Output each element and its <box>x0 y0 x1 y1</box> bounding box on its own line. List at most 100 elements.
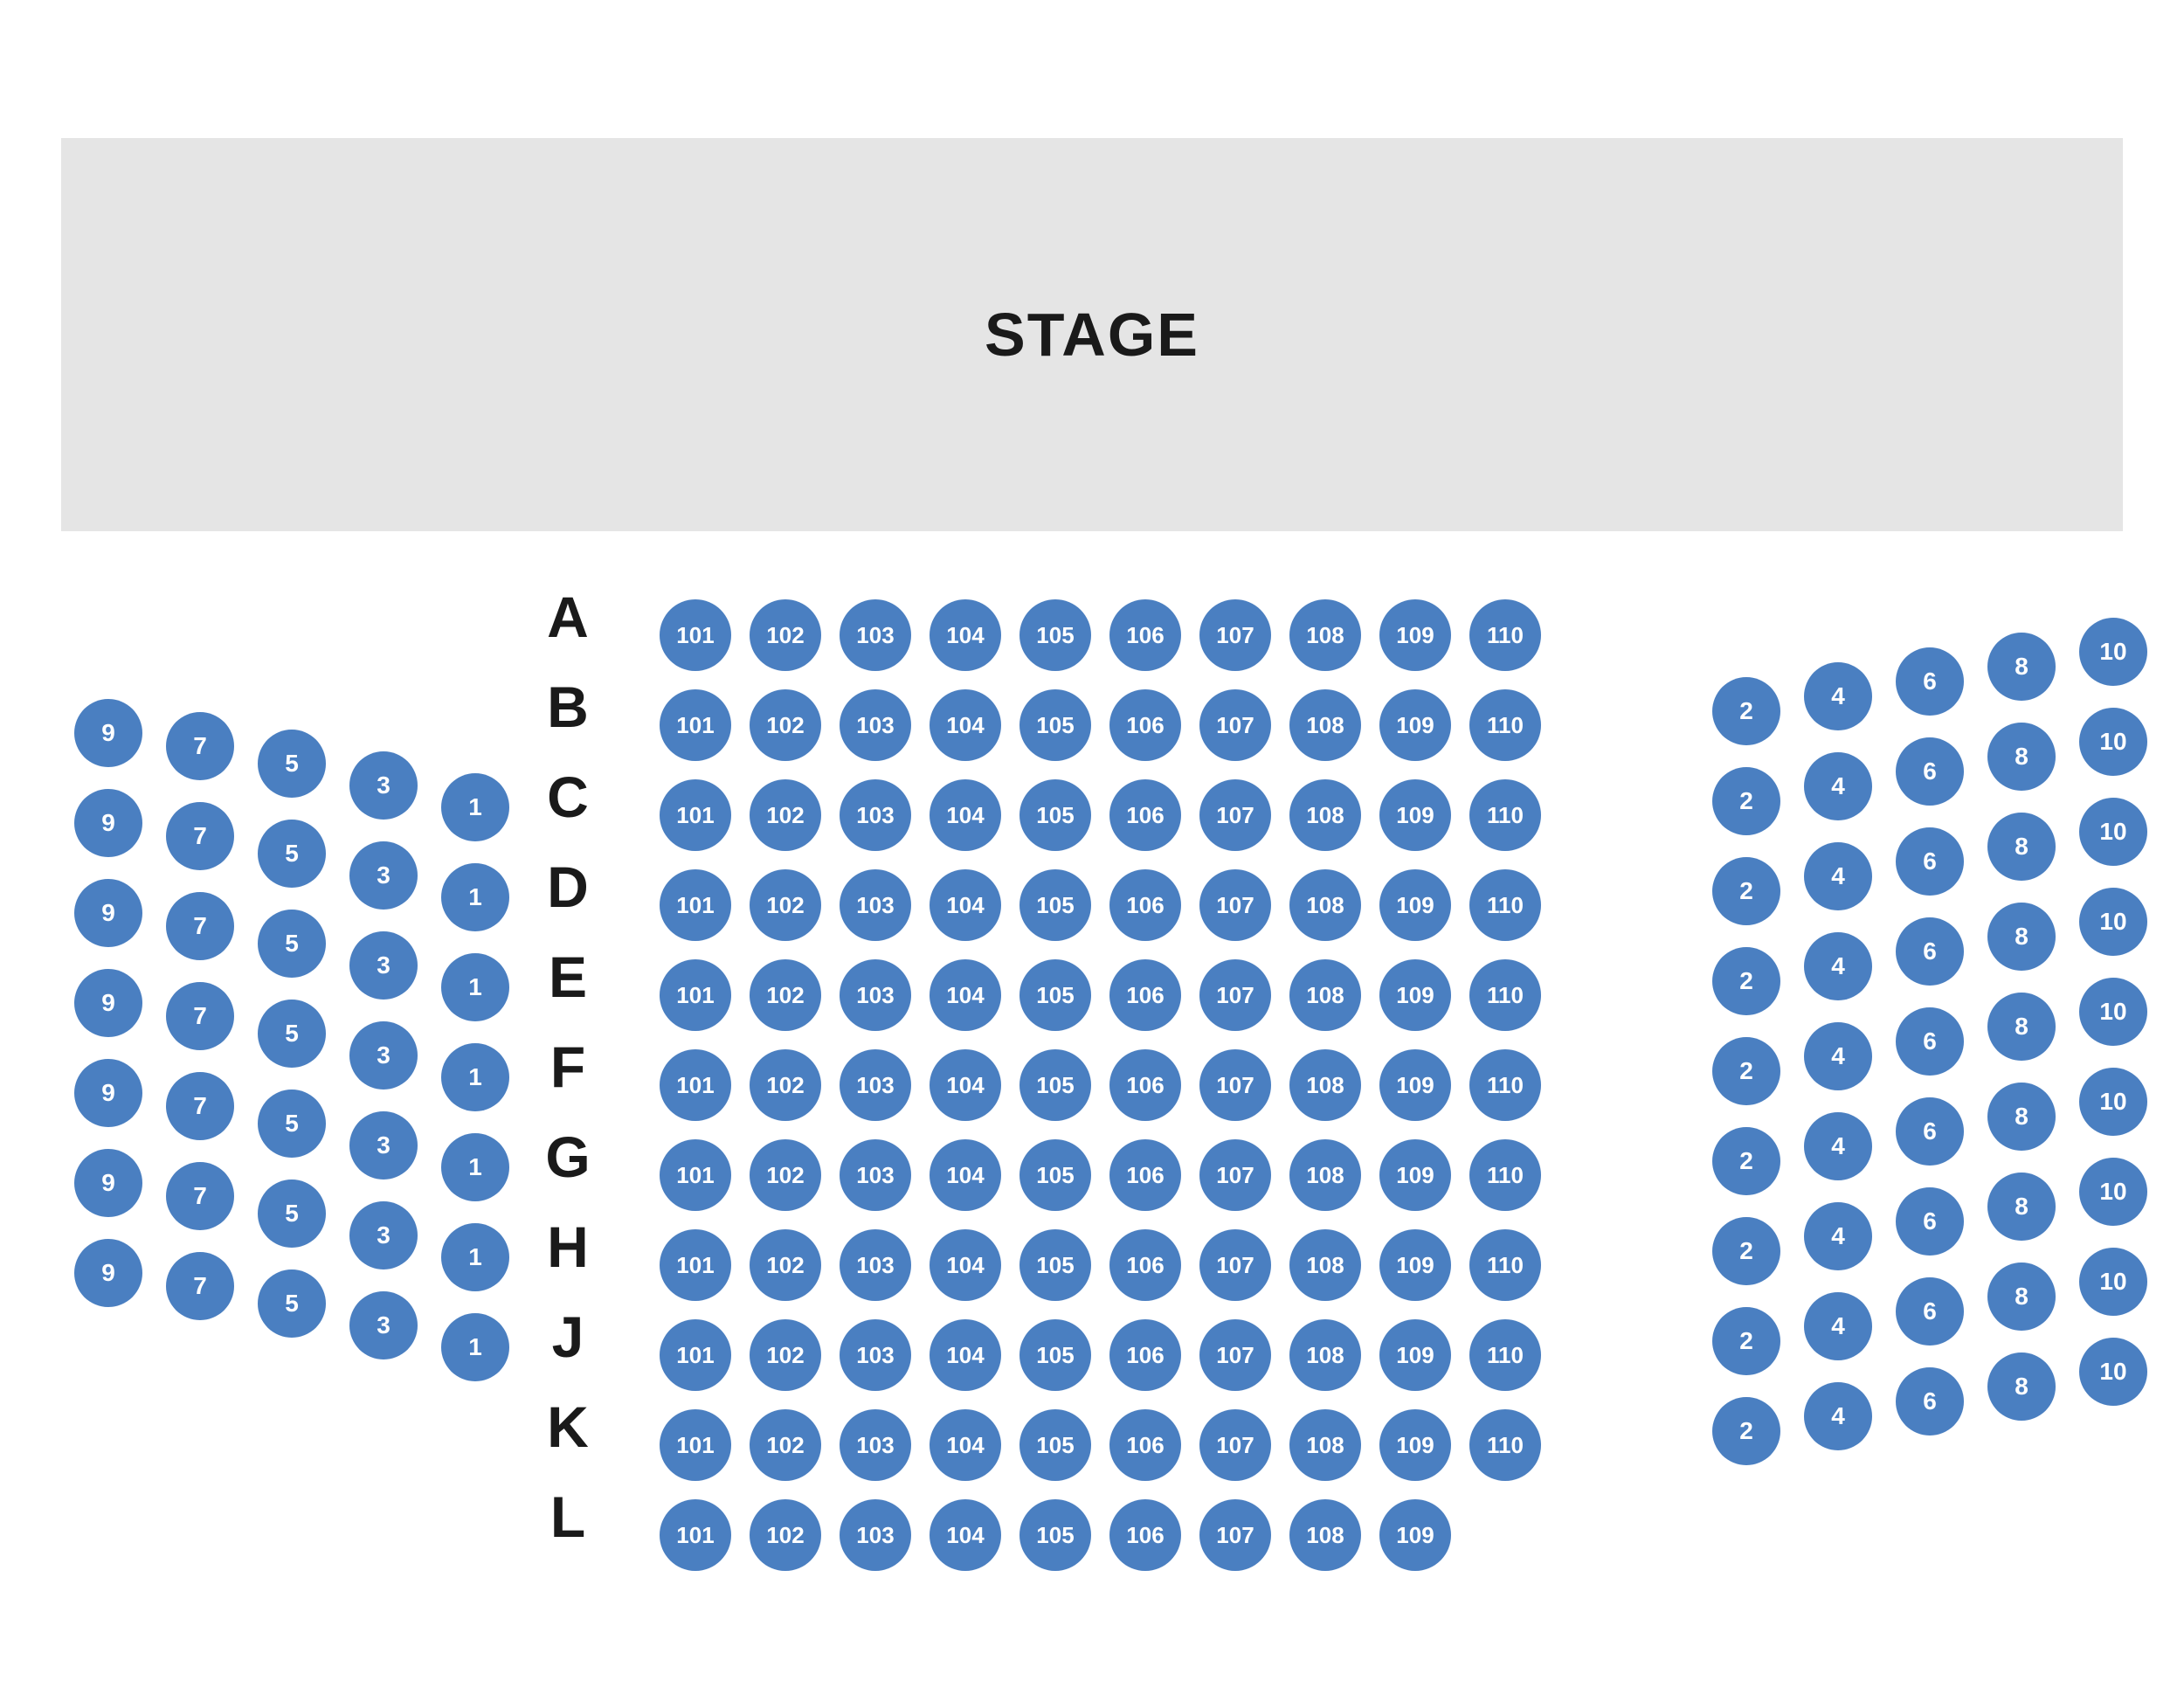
seat-center-F-107[interactable]: 107 <box>1199 1049 1271 1121</box>
seat-center-K-102[interactable]: 102 <box>750 1409 821 1481</box>
seat-center-K-101[interactable]: 101 <box>660 1409 731 1481</box>
seat-center-H-105[interactable]: 105 <box>1019 1229 1091 1301</box>
seat-left-5-2[interactable]: 5 <box>258 820 326 888</box>
seat-left-9-6[interactable]: 9 <box>74 1149 142 1217</box>
seat-left-1-1[interactable]: 1 <box>441 773 509 841</box>
seat-right-8-8[interactable]: 8 <box>1987 1263 2056 1331</box>
seat-center-E-110[interactable]: 110 <box>1469 959 1541 1031</box>
seat-center-E-101[interactable]: 101 <box>660 959 731 1031</box>
seat-center-J-110[interactable]: 110 <box>1469 1319 1541 1391</box>
seat-right-10-8[interactable]: 10 <box>2079 1248 2147 1316</box>
seat-left-3-7[interactable]: 3 <box>349 1291 418 1359</box>
seat-center-H-108[interactable]: 108 <box>1289 1229 1361 1301</box>
seat-center-K-107[interactable]: 107 <box>1199 1409 1271 1481</box>
seat-center-A-102[interactable]: 102 <box>750 599 821 671</box>
seat-center-B-110[interactable]: 110 <box>1469 689 1541 761</box>
seat-left-7-5[interactable]: 7 <box>166 1072 234 1140</box>
seat-left-7-3[interactable]: 7 <box>166 892 234 960</box>
seat-center-C-105[interactable]: 105 <box>1019 779 1091 851</box>
seat-right-8-9[interactable]: 8 <box>1987 1352 2056 1421</box>
seat-center-G-104[interactable]: 104 <box>930 1139 1001 1211</box>
seat-left-7-6[interactable]: 7 <box>166 1162 234 1230</box>
seat-right-10-1[interactable]: 10 <box>2079 618 2147 686</box>
seat-center-H-106[interactable]: 106 <box>1109 1229 1181 1301</box>
seat-right-2-7[interactable]: 2 <box>1712 1217 1780 1285</box>
seat-right-10-5[interactable]: 10 <box>2079 978 2147 1046</box>
seat-center-D-108[interactable]: 108 <box>1289 869 1361 941</box>
seat-center-C-108[interactable]: 108 <box>1289 779 1361 851</box>
seat-center-G-109[interactable]: 109 <box>1379 1139 1451 1211</box>
seat-center-E-108[interactable]: 108 <box>1289 959 1361 1031</box>
seat-left-5-6[interactable]: 5 <box>258 1180 326 1248</box>
seat-center-B-107[interactable]: 107 <box>1199 689 1271 761</box>
seat-center-J-103[interactable]: 103 <box>840 1319 911 1391</box>
seat-center-L-102[interactable]: 102 <box>750 1499 821 1571</box>
seat-center-C-109[interactable]: 109 <box>1379 779 1451 851</box>
seat-center-C-101[interactable]: 101 <box>660 779 731 851</box>
seat-center-J-104[interactable]: 104 <box>930 1319 1001 1391</box>
seat-center-H-101[interactable]: 101 <box>660 1229 731 1301</box>
seat-center-F-105[interactable]: 105 <box>1019 1049 1091 1121</box>
seat-right-10-7[interactable]: 10 <box>2079 1158 2147 1226</box>
seat-center-D-101[interactable]: 101 <box>660 869 731 941</box>
seat-left-9-7[interactable]: 9 <box>74 1239 142 1307</box>
seat-center-F-103[interactable]: 103 <box>840 1049 911 1121</box>
seat-left-3-6[interactable]: 3 <box>349 1201 418 1269</box>
seat-center-L-101[interactable]: 101 <box>660 1499 731 1571</box>
seat-center-K-103[interactable]: 103 <box>840 1409 911 1481</box>
seat-right-10-6[interactable]: 10 <box>2079 1068 2147 1136</box>
seat-center-A-109[interactable]: 109 <box>1379 599 1451 671</box>
seat-center-B-109[interactable]: 109 <box>1379 689 1451 761</box>
seat-center-J-102[interactable]: 102 <box>750 1319 821 1391</box>
seat-center-F-102[interactable]: 102 <box>750 1049 821 1121</box>
seat-left-5-1[interactable]: 5 <box>258 730 326 798</box>
seat-right-2-2[interactable]: 2 <box>1712 767 1780 835</box>
seat-center-D-106[interactable]: 106 <box>1109 869 1181 941</box>
seat-center-L-106[interactable]: 106 <box>1109 1499 1181 1571</box>
seat-right-4-6[interactable]: 4 <box>1804 1112 1872 1180</box>
seat-right-4-5[interactable]: 4 <box>1804 1022 1872 1090</box>
seat-right-4-1[interactable]: 4 <box>1804 662 1872 730</box>
seat-left-9-5[interactable]: 9 <box>74 1059 142 1127</box>
seat-left-9-1[interactable]: 9 <box>74 699 142 767</box>
seat-right-6-8[interactable]: 6 <box>1896 1277 1964 1346</box>
seat-center-J-107[interactable]: 107 <box>1199 1319 1271 1391</box>
seat-right-4-2[interactable]: 4 <box>1804 752 1872 820</box>
seat-center-D-110[interactable]: 110 <box>1469 869 1541 941</box>
seat-center-C-107[interactable]: 107 <box>1199 779 1271 851</box>
seat-center-K-106[interactable]: 106 <box>1109 1409 1181 1481</box>
seat-center-H-109[interactable]: 109 <box>1379 1229 1451 1301</box>
seat-left-7-4[interactable]: 7 <box>166 982 234 1050</box>
seat-center-A-103[interactable]: 103 <box>840 599 911 671</box>
seat-center-K-104[interactable]: 104 <box>930 1409 1001 1481</box>
seat-right-10-4[interactable]: 10 <box>2079 888 2147 956</box>
seat-left-9-3[interactable]: 9 <box>74 879 142 947</box>
seat-right-8-1[interactable]: 8 <box>1987 633 2056 701</box>
seat-center-L-107[interactable]: 107 <box>1199 1499 1271 1571</box>
seat-center-L-105[interactable]: 105 <box>1019 1499 1091 1571</box>
seat-center-C-104[interactable]: 104 <box>930 779 1001 851</box>
seat-right-10-2[interactable]: 10 <box>2079 708 2147 776</box>
seat-center-E-102[interactable]: 102 <box>750 959 821 1031</box>
seat-center-E-106[interactable]: 106 <box>1109 959 1181 1031</box>
seat-right-2-1[interactable]: 2 <box>1712 677 1780 745</box>
seat-right-2-3[interactable]: 2 <box>1712 857 1780 925</box>
seat-center-D-102[interactable]: 102 <box>750 869 821 941</box>
seat-right-10-9[interactable]: 10 <box>2079 1338 2147 1406</box>
seat-center-L-104[interactable]: 104 <box>930 1499 1001 1571</box>
seat-center-A-107[interactable]: 107 <box>1199 599 1271 671</box>
seat-center-H-107[interactable]: 107 <box>1199 1229 1271 1301</box>
seat-center-D-103[interactable]: 103 <box>840 869 911 941</box>
seat-center-D-109[interactable]: 109 <box>1379 869 1451 941</box>
seat-center-F-109[interactable]: 109 <box>1379 1049 1451 1121</box>
seat-right-8-3[interactable]: 8 <box>1987 813 2056 881</box>
seat-center-B-104[interactable]: 104 <box>930 689 1001 761</box>
seat-left-3-3[interactable]: 3 <box>349 931 418 1000</box>
seat-right-4-7[interactable]: 4 <box>1804 1202 1872 1270</box>
seat-left-5-4[interactable]: 5 <box>258 1000 326 1068</box>
seat-center-C-110[interactable]: 110 <box>1469 779 1541 851</box>
seat-right-4-9[interactable]: 4 <box>1804 1382 1872 1450</box>
seat-center-E-107[interactable]: 107 <box>1199 959 1271 1031</box>
seat-right-4-4[interactable]: 4 <box>1804 932 1872 1000</box>
seat-right-8-2[interactable]: 8 <box>1987 723 2056 791</box>
